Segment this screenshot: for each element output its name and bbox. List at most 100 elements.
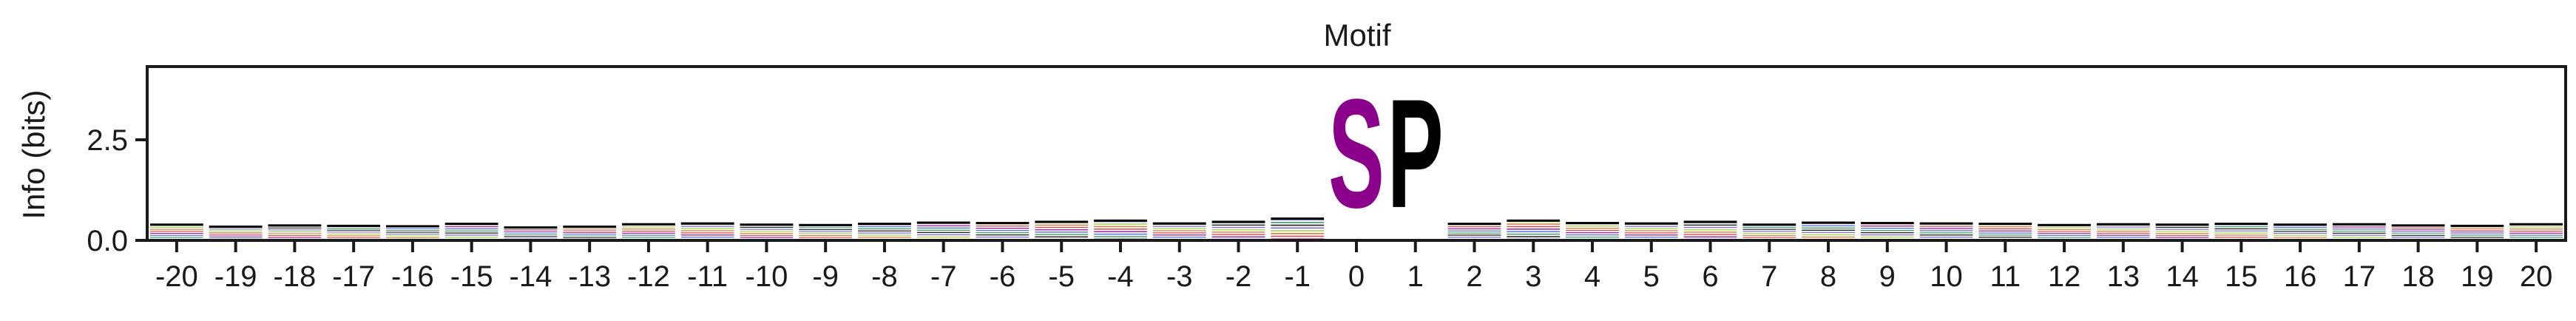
letter-band	[858, 234, 911, 236]
letter-band	[1152, 232, 1206, 234]
letter-band	[916, 225, 970, 226]
letter-band	[563, 235, 617, 237]
letter-band	[1271, 224, 1325, 226]
letter-band-top	[1802, 221, 1855, 224]
letter-band-top	[1035, 220, 1089, 223]
letter-band-top	[2509, 223, 2563, 226]
letter-band	[622, 234, 675, 236]
letter-band	[2391, 235, 2445, 237]
letter-band	[2332, 232, 2386, 234]
letter-band	[1860, 232, 1914, 234]
x-tick-label: -19	[214, 260, 257, 293]
letter-band	[2096, 232, 2150, 234]
letter-band-top	[268, 224, 322, 227]
letter-band	[1035, 229, 1089, 231]
letter-band	[2155, 234, 2209, 236]
x-tick-label: -1	[1284, 260, 1311, 293]
letter-band-top	[504, 226, 558, 229]
letter-stack-pos-12	[2038, 223, 2091, 240]
letter-band	[386, 230, 439, 232]
letter-band	[1152, 228, 1206, 229]
letter-band	[2155, 231, 2209, 232]
letter-band-top	[680, 222, 734, 225]
letter-band	[504, 232, 558, 234]
letter-band	[268, 233, 322, 234]
letter-band	[976, 229, 1030, 232]
letter-band	[327, 237, 381, 238]
letter-band	[504, 235, 558, 237]
letter-band	[916, 227, 970, 229]
x-tick-label: -2	[1226, 260, 1252, 293]
letter-band-top	[563, 225, 617, 228]
letter-band	[327, 228, 381, 229]
letter-stack-pos-11	[1978, 223, 2032, 240]
letter-band	[1507, 223, 1561, 225]
letter-band	[149, 226, 203, 229]
letter-stack-pos--19	[209, 225, 263, 240]
letter-band	[563, 230, 617, 232]
letter-band	[1271, 232, 1325, 234]
letter-band	[1742, 234, 1796, 236]
letter-band	[2509, 232, 2563, 234]
letter-band	[1624, 234, 1678, 236]
letter-band	[1447, 234, 1501, 236]
letter-band	[149, 231, 203, 232]
x-tick-label: -18	[273, 260, 316, 293]
letter-stack-pos--7	[916, 221, 970, 240]
letter-band	[1742, 231, 1796, 232]
letter-band	[976, 227, 1030, 229]
letter-band	[1860, 234, 1914, 236]
letter-band	[799, 233, 853, 234]
letter-band	[916, 229, 970, 231]
letter-stack-pos--8	[858, 223, 911, 240]
letter-band	[2391, 233, 2445, 234]
letter-band-top	[976, 222, 1030, 225]
x-tick-label: 1	[1407, 260, 1424, 293]
x-tick-label: -20	[155, 260, 198, 293]
x-tick-label: 7	[1761, 260, 1777, 293]
logo-letter-S: S	[1328, 67, 1385, 240]
letter-stack-pos-9	[1860, 222, 1914, 240]
letter-stack-pos-18	[2391, 224, 2445, 240]
letter-stack-pos--14	[504, 226, 558, 240]
y-tick-label: 0.0	[87, 225, 128, 257]
letter-band	[2274, 234, 2327, 236]
letter-band	[1978, 232, 2032, 234]
letter-band	[916, 234, 970, 236]
letter-band-top	[1683, 220, 1737, 223]
letter-band	[504, 237, 558, 239]
letter-band	[1035, 224, 1089, 226]
letter-band	[2391, 237, 2445, 238]
letter-band	[268, 235, 322, 237]
letter-band	[916, 232, 970, 234]
letter-stack-pos--9	[799, 223, 853, 240]
letter-band	[1271, 221, 1325, 223]
letter-band	[1507, 236, 1561, 237]
letter-band	[799, 227, 853, 229]
letter-stack-pos-3	[1507, 219, 1561, 240]
letter-stack-pos--17	[327, 224, 381, 240]
letter-band	[2509, 234, 2563, 236]
x-tick-label: 3	[1525, 260, 1541, 293]
letter-band-top	[386, 225, 439, 228]
x-tick-label: 14	[2166, 260, 2199, 293]
letter-band-top	[916, 221, 970, 224]
letter-stack-pos-17	[2332, 223, 2386, 240]
letter-band	[563, 232, 617, 233]
x-axis: -20 -19 -18 -17 -16 -15 -14 -13 -12 -11 -10 -9 -8 -7-…	[155, 240, 2552, 293]
letter-band-top	[858, 223, 911, 226]
letter-band	[2096, 230, 2150, 232]
letter-band	[2391, 229, 2445, 231]
x-tick-label: 11	[1990, 260, 2021, 293]
letter-band	[1683, 224, 1737, 226]
letter-band	[1271, 227, 1325, 229]
letter-band	[504, 229, 558, 230]
letter-stack-pos-20	[2509, 223, 2563, 240]
letter-band	[1742, 226, 1796, 229]
letter-band	[1919, 234, 1973, 236]
letter-band	[209, 232, 263, 233]
letter-band	[1860, 227, 1914, 229]
letter-band	[1566, 232, 1619, 234]
letter-band-top	[2450, 224, 2504, 227]
